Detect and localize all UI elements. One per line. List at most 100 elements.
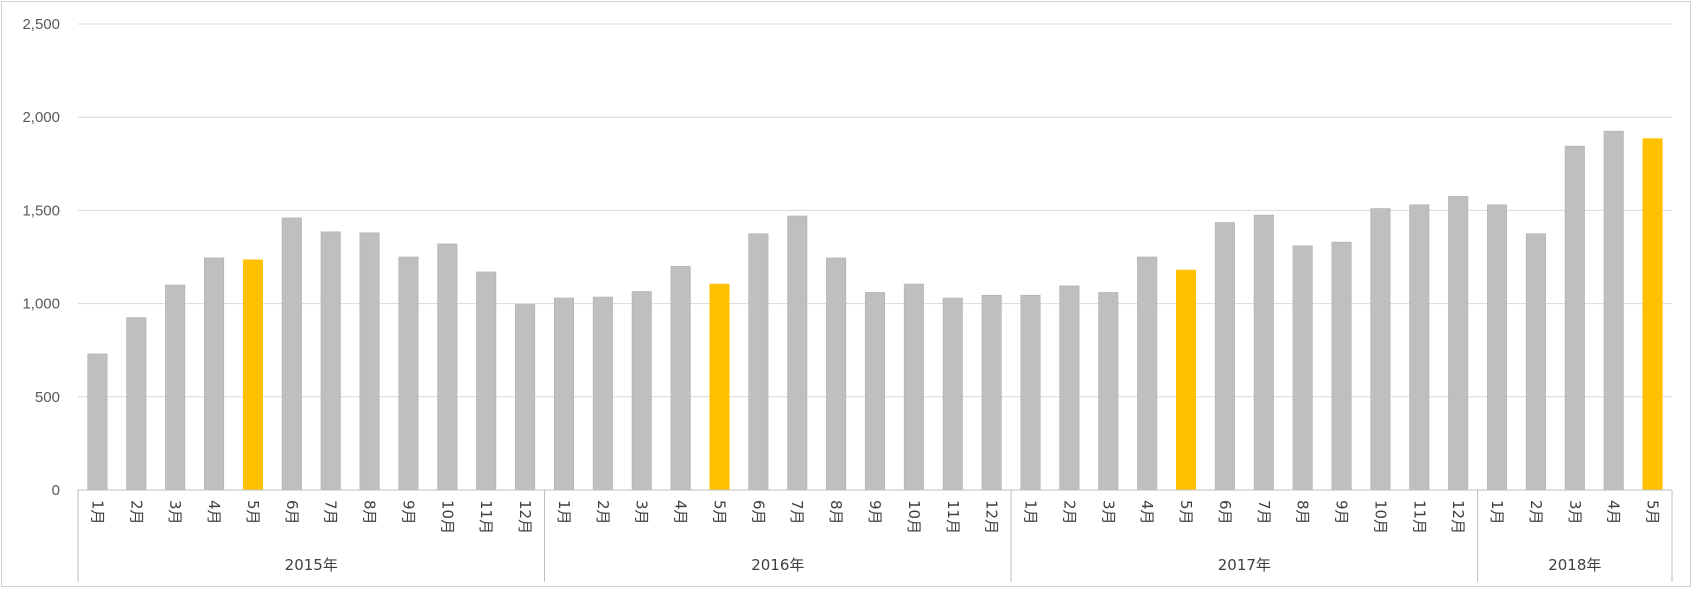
- x-tick-label: 11月: [1410, 500, 1428, 534]
- year-label: 2018年: [1548, 556, 1601, 574]
- x-tick-label: 11月: [477, 500, 495, 534]
- bar: [670, 266, 691, 491]
- x-tick-label: 8月: [827, 500, 845, 525]
- bar-highlight: [1176, 269, 1197, 491]
- bar: [592, 296, 613, 491]
- bar: [476, 271, 497, 491]
- y-tick-label: 2,500: [22, 16, 60, 33]
- bar: [281, 217, 302, 491]
- x-tick-label: 11月: [944, 500, 962, 534]
- x-tick-label: 12月: [983, 500, 1001, 534]
- bar: [1098, 292, 1119, 491]
- x-tick-label: 7月: [1255, 500, 1273, 525]
- bar: [1448, 196, 1469, 491]
- bar: [126, 317, 147, 491]
- bar: [1137, 256, 1158, 491]
- bar: [1331, 241, 1352, 491]
- bar-highlight: [1642, 138, 1663, 491]
- x-tick-label: 1月: [1022, 500, 1040, 525]
- x-tick-label: 4月: [1138, 500, 1156, 525]
- bar: [631, 291, 652, 491]
- bar: [437, 243, 458, 491]
- y-tick-label: 1,000: [22, 296, 60, 313]
- bar: [1214, 222, 1235, 491]
- bar: [165, 284, 186, 491]
- x-tick-label: 2月: [1527, 500, 1545, 525]
- x-tick-label: 5月: [1177, 500, 1195, 525]
- x-tick-label: 3月: [1566, 500, 1584, 525]
- x-tick-label: 5月: [710, 500, 728, 525]
- bar-highlight: [242, 259, 263, 491]
- y-tick-label: 0: [52, 482, 60, 499]
- x-axis: [77, 489, 1673, 582]
- bar: [1253, 214, 1274, 491]
- bar: [826, 257, 847, 491]
- x-tick-label: 6月: [283, 500, 301, 525]
- x-tick-label: 3月: [166, 500, 184, 525]
- bar: [515, 304, 536, 491]
- x-tick-label: 12月: [1449, 500, 1467, 534]
- x-tick-label: 7月: [322, 500, 340, 525]
- bar: [903, 283, 924, 491]
- bar: [204, 257, 225, 491]
- x-tick-label: 2月: [127, 500, 145, 525]
- x-tick-label: 8月: [361, 500, 379, 525]
- y-tick-label: 1,500: [22, 202, 60, 219]
- bar: [1603, 130, 1624, 491]
- x-tick-label: 2月: [1060, 500, 1078, 525]
- bar: [1564, 145, 1585, 491]
- bar: [942, 297, 963, 491]
- gridlines: [78, 23, 1672, 398]
- year-label: 2015年: [285, 556, 338, 574]
- x-tick-label: 1月: [88, 500, 106, 525]
- x-tick-label: 4月: [1605, 500, 1623, 525]
- bar: [748, 233, 769, 491]
- x-tick-label: 3月: [1099, 500, 1117, 525]
- x-tick-label: 12月: [516, 500, 534, 534]
- x-tick-label: 10月: [1371, 500, 1389, 534]
- bar: [1525, 233, 1546, 491]
- x-tick-label: 9月: [1333, 500, 1351, 525]
- x-tick-label: 1月: [1488, 500, 1506, 525]
- bar: [398, 256, 419, 491]
- bar: [787, 215, 808, 491]
- bar: [1292, 245, 1313, 491]
- bar-highlight: [709, 283, 730, 491]
- x-tick-label: 9月: [866, 500, 884, 525]
- x-tick-label: 1月: [555, 500, 573, 525]
- x-tick-label: 5月: [244, 500, 262, 525]
- y-tick-label: 2,000: [22, 109, 60, 126]
- x-tick-label: 6月: [1216, 500, 1234, 525]
- x-tick-label: 6月: [749, 500, 767, 525]
- x-tick-label: 10月: [905, 500, 923, 534]
- bar: [359, 232, 380, 491]
- x-tick-label: 8月: [1294, 500, 1312, 525]
- bar: [864, 292, 886, 491]
- x-tick-label: 2月: [594, 500, 612, 525]
- bar: [1370, 208, 1391, 491]
- bar: [320, 231, 341, 491]
- x-axis-month-labels: 1月 2月 3月 4月 5月 6月 7月 8月 9月 10月 11月 12月 1月 2月 3月 4月 5月 6月 7…: [88, 500, 1661, 534]
- bar: [87, 353, 108, 491]
- x-tick-label: 4月: [205, 500, 223, 525]
- bar: [1059, 285, 1080, 491]
- bars: [87, 130, 1663, 491]
- bar: [981, 294, 1002, 491]
- x-tick-label: 5月: [1644, 500, 1662, 525]
- year-label: 2016年: [751, 556, 804, 574]
- bar: [1487, 204, 1508, 491]
- y-axis-tick-labels: 0 500 1,000 1,500 2,000 2,500: [22, 16, 60, 499]
- bar: [553, 297, 574, 491]
- bar: [1409, 204, 1430, 491]
- y-tick-label: 500: [35, 389, 60, 406]
- x-tick-label: 4月: [672, 500, 690, 525]
- bar: [1020, 294, 1041, 491]
- x-tick-label: 7月: [788, 500, 806, 525]
- x-tick-label: 10月: [438, 500, 456, 534]
- x-axis-year-labels: 2015年 2016年 2017年 2018年: [285, 556, 1602, 574]
- x-tick-label: 3月: [633, 500, 651, 525]
- year-label: 2017年: [1218, 556, 1271, 574]
- x-tick-label: 9月: [399, 500, 417, 525]
